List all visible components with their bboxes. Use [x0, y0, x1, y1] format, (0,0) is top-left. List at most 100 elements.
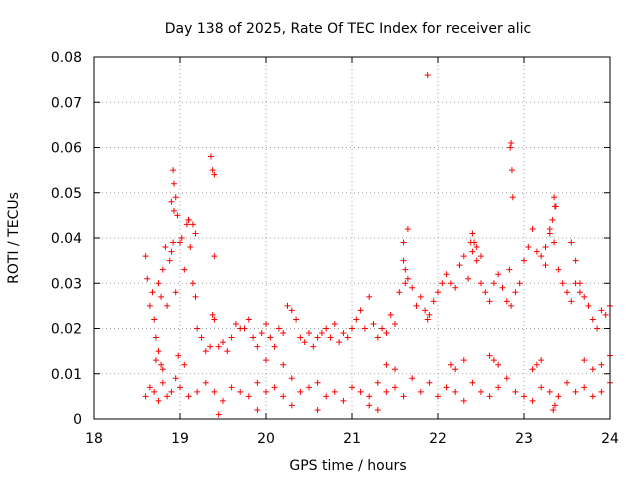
y-tick-label: 0.05	[51, 186, 82, 202]
data-point	[374, 379, 381, 386]
data-point	[185, 393, 192, 400]
data-point	[589, 393, 596, 400]
data-point	[383, 361, 390, 368]
data-point	[490, 357, 497, 364]
data-point	[409, 375, 416, 382]
data-point	[417, 293, 424, 300]
data-point	[533, 361, 540, 368]
data-point	[568, 239, 575, 246]
data-point	[452, 388, 459, 395]
data-point	[598, 361, 605, 368]
x-tick-label: 23	[515, 431, 533, 447]
data-point	[159, 366, 166, 373]
data-point	[168, 248, 175, 255]
data-point	[207, 343, 214, 350]
data-point	[507, 144, 514, 151]
data-point	[542, 262, 549, 269]
data-point	[187, 244, 194, 251]
data-point	[144, 275, 151, 282]
data-point	[232, 320, 239, 327]
x-axis-label: GPS time / hours	[289, 458, 406, 474]
data-point	[404, 225, 411, 232]
data-point	[166, 257, 173, 264]
data-point	[460, 253, 467, 260]
data-point	[478, 253, 484, 260]
data-point	[263, 320, 269, 327]
data-point	[314, 406, 321, 413]
data-point	[512, 289, 519, 296]
data-point	[293, 316, 300, 323]
data-point	[254, 343, 261, 350]
data-point	[426, 379, 433, 386]
data-points	[142, 72, 613, 418]
data-point	[424, 316, 431, 323]
data-point	[366, 393, 373, 400]
data-point	[529, 397, 536, 404]
data-point	[521, 257, 527, 264]
data-point	[263, 388, 269, 395]
data-point	[209, 167, 216, 174]
y-tick-label: 0.07	[51, 95, 82, 111]
data-point	[357, 388, 364, 395]
data-point	[310, 343, 317, 350]
data-point	[170, 180, 177, 187]
data-point	[529, 366, 536, 373]
data-point	[168, 198, 175, 205]
data-point	[158, 293, 165, 300]
data-point	[271, 384, 278, 391]
data-point	[521, 393, 527, 400]
data-point	[452, 366, 459, 373]
data-point	[469, 379, 476, 386]
data-point	[353, 316, 360, 323]
data-point	[404, 275, 411, 282]
data-point	[280, 393, 287, 400]
data-point	[486, 393, 493, 400]
data-point	[177, 239, 183, 246]
data-point	[392, 366, 398, 373]
data-point	[323, 393, 330, 400]
data-point	[576, 280, 583, 287]
data-point	[482, 289, 489, 296]
data-point	[392, 320, 398, 327]
data-point	[443, 271, 450, 278]
y-tick-label: 0.06	[51, 141, 82, 157]
data-point	[506, 266, 513, 273]
data-point	[202, 348, 209, 355]
data-point	[508, 167, 515, 174]
data-point	[263, 357, 269, 364]
data-point	[155, 397, 162, 404]
x-tick-label: 21	[343, 431, 361, 447]
data-point	[374, 334, 381, 341]
x-axis-ticks: 18 19 20 21 22 23 24	[85, 57, 619, 447]
data-point	[469, 230, 476, 237]
data-point	[327, 334, 334, 341]
data-point	[331, 388, 338, 395]
data-point	[170, 239, 177, 246]
data-point	[564, 289, 570, 296]
data-point	[598, 307, 605, 314]
data-point	[529, 225, 536, 232]
data-point	[486, 352, 493, 359]
data-point	[158, 361, 165, 368]
data-point	[177, 384, 183, 391]
data-point	[581, 357, 588, 364]
data-point	[288, 375, 295, 382]
y-tick-label: 0.02	[51, 322, 82, 338]
data-point	[271, 343, 278, 350]
data-point	[340, 397, 347, 404]
data-point	[280, 330, 287, 337]
data-point	[344, 334, 351, 341]
data-point	[164, 393, 171, 400]
data-point	[155, 348, 162, 355]
data-point	[551, 402, 558, 409]
data-point	[220, 339, 226, 346]
data-point	[508, 139, 515, 146]
data-point	[151, 316, 158, 323]
data-point	[228, 334, 235, 341]
data-point	[209, 311, 216, 318]
data-point	[215, 343, 222, 350]
data-point	[512, 388, 519, 395]
y-tick-label: 0.01	[51, 367, 82, 383]
data-point	[435, 393, 441, 400]
chart-title: Day 138 of 2025, Rate Of TEC Index for r…	[165, 21, 531, 37]
